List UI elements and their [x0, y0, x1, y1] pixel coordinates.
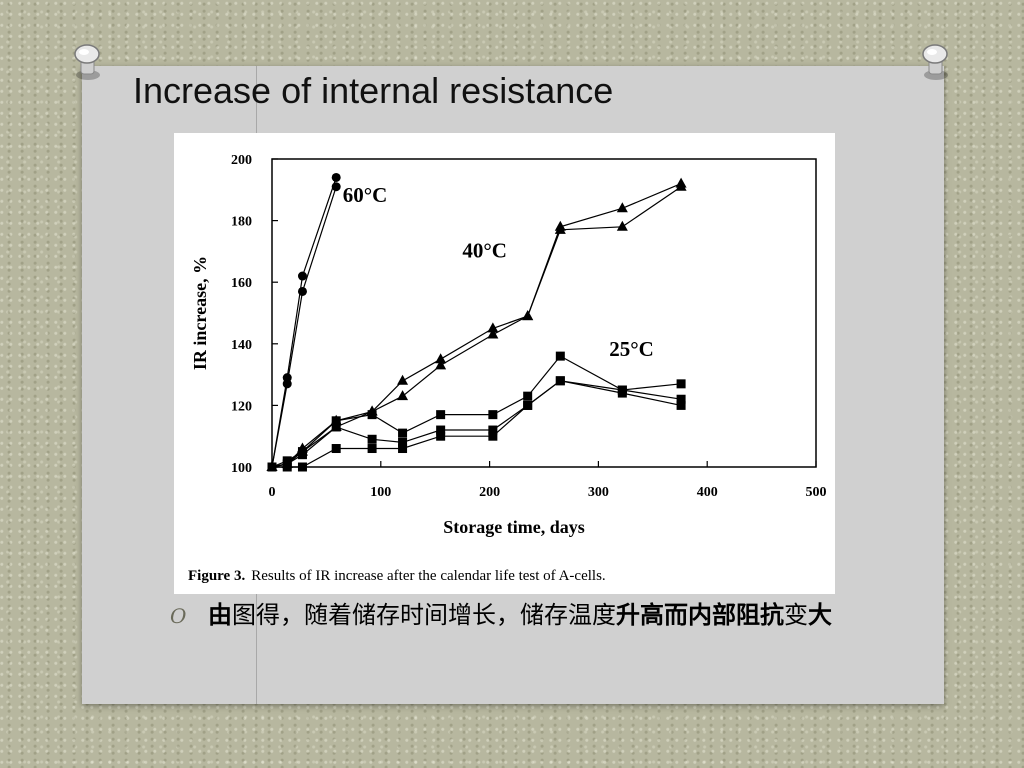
data-point-square	[282, 462, 292, 472]
series-line-1	[271, 177, 337, 468]
pushpin-right-icon	[922, 44, 948, 80]
y-tick-label: 120	[231, 399, 252, 414]
data-point-square	[676, 379, 686, 389]
bullet-marker: O	[170, 604, 187, 628]
x-axis-label: Storage time, days	[443, 517, 584, 537]
data-point-square	[617, 388, 627, 398]
data-point-triangle	[616, 220, 628, 231]
y-tick-label: 200	[231, 153, 252, 168]
data-point-triangle	[522, 310, 534, 321]
x-tick-label: 400	[697, 485, 718, 500]
y-tick-label: 100	[231, 461, 252, 476]
data-point-triangle	[435, 359, 447, 370]
data-point-square	[398, 437, 408, 447]
data-point-square	[436, 410, 446, 420]
data-point-square	[555, 351, 565, 361]
plot-frame	[271, 158, 817, 468]
y-tick-label: 140	[231, 338, 252, 353]
x-tick-label: 100	[370, 485, 391, 500]
data-point-circle	[282, 379, 292, 389]
data-point-circle	[331, 182, 341, 192]
data-point-square	[367, 444, 377, 454]
temperature-annotation: 25°C	[609, 337, 654, 361]
data-point-square	[555, 376, 565, 386]
data-point-square	[676, 394, 686, 404]
data-point-square	[267, 462, 277, 472]
data-point-square	[331, 422, 341, 432]
data-point-square	[367, 410, 377, 420]
bullet-text-segment: 图得，随着储存时间增长，储存温度	[232, 601, 616, 629]
data-point-triangle	[554, 223, 566, 234]
data-point-square	[676, 400, 686, 410]
series-line-2	[271, 186, 337, 468]
data-point-triangle	[675, 180, 687, 191]
data-point-triangle	[616, 202, 628, 213]
data-point-square	[297, 450, 307, 460]
bullet-text-segment: 变	[784, 601, 808, 629]
y-axis-label: IR increase, %	[190, 256, 210, 370]
figure-image: 0 100 200 300 400 500 100 120 140 160 180 200 Storag…	[174, 133, 835, 594]
figure-caption: Figure 3. Results of IR increase after th…	[188, 568, 606, 584]
data-point-square	[398, 428, 408, 438]
bullet-text: 由图得，随着储存时间增长，储存温度升高而内部阻抗变大	[208, 598, 838, 632]
slide-title: Increase of internal resistance	[133, 70, 614, 111]
data-point-square	[488, 431, 498, 441]
data-point-square	[436, 425, 446, 435]
figure-caption-text: Results of IR increase after the calenda…	[251, 568, 605, 584]
data-point-square	[331, 444, 341, 454]
data-point-circle	[282, 373, 292, 383]
data-point-square	[436, 431, 446, 441]
data-point-square	[488, 410, 498, 420]
data-point-square	[331, 416, 341, 426]
temperature-annotation: 40°C	[462, 239, 507, 263]
data-point-triangle	[397, 374, 409, 385]
x-tick-label: 200	[479, 485, 500, 500]
data-point-circle	[297, 271, 307, 281]
data-point-square	[488, 425, 498, 435]
y-tick-label: 160	[231, 276, 252, 291]
data-point-square	[523, 400, 533, 410]
pushpin-left-icon	[74, 44, 100, 80]
x-tick-label: 300	[588, 485, 609, 500]
bullet-text-segment: 由	[208, 601, 232, 629]
data-point-circle	[331, 172, 341, 182]
y-tick-label: 180	[231, 215, 252, 230]
bullet-text-segment: 升高而内部阻抗	[616, 601, 784, 629]
x-tick-label: 500	[806, 485, 827, 500]
data-point-triangle	[397, 390, 409, 401]
data-point-triangle	[487, 328, 499, 339]
data-point-circle	[297, 286, 307, 296]
data-point-square	[398, 444, 408, 454]
figure-caption-label: Figure 3.	[188, 568, 245, 584]
bullet-text-segment: 大	[808, 601, 832, 629]
ir-increase-chart: 0 100 200 300 400 500 100 120 140 160 180 200 Storag…	[188, 153, 827, 584]
temperature-annotation: 60°C	[343, 183, 388, 207]
data-point-triangle	[487, 322, 499, 333]
x-tick-label: 0	[269, 485, 276, 500]
data-point-square	[297, 462, 307, 472]
data-point-square	[367, 434, 377, 444]
data-point-square	[523, 391, 533, 401]
data-point-triangle	[435, 353, 447, 364]
